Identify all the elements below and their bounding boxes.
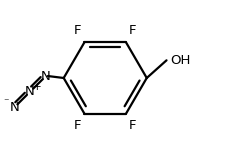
- Text: F: F: [74, 24, 81, 37]
- Text: OH: OH: [171, 54, 191, 67]
- Text: F: F: [74, 119, 81, 132]
- Text: +: +: [33, 82, 41, 92]
- Text: ⁻: ⁻: [3, 97, 9, 108]
- Text: N: N: [41, 70, 51, 82]
- Text: F: F: [129, 119, 136, 132]
- Text: N: N: [9, 101, 19, 114]
- Text: F: F: [129, 24, 136, 37]
- Text: N: N: [25, 85, 35, 98]
